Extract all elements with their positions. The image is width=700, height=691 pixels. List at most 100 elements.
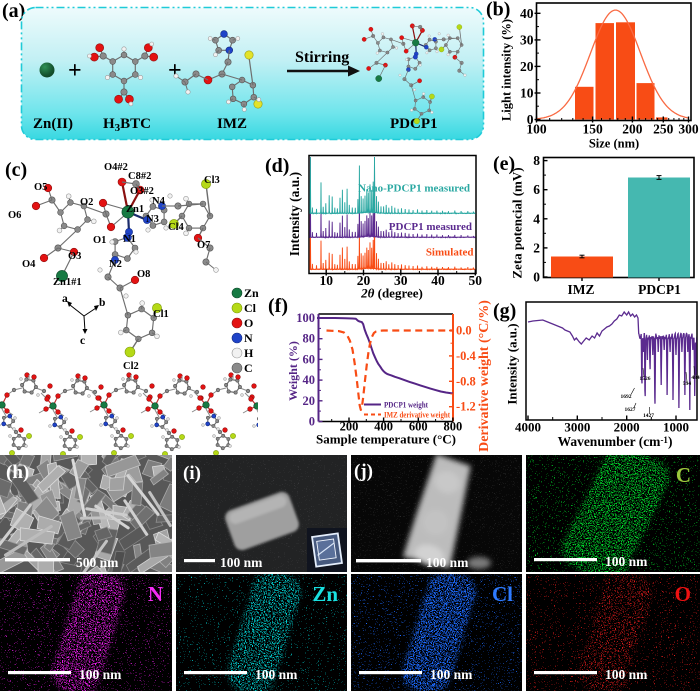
svg-text:(h): (h) xyxy=(6,462,29,483)
svg-text:1427: 1427 xyxy=(643,413,654,419)
svg-text:N4: N4 xyxy=(152,196,166,207)
svg-text:1000: 1000 xyxy=(663,420,689,435)
svg-text:c: c xyxy=(80,335,85,347)
svg-text:PDCP1 measured: PDCP1 measured xyxy=(389,221,472,233)
svg-text:Light intensity (%): Light intensity (%) xyxy=(500,19,514,121)
svg-text:(j): (j) xyxy=(354,461,373,482)
svg-text:PDCP1: PDCP1 xyxy=(390,116,438,132)
svg-text:100 nm: 100 nm xyxy=(255,667,298,682)
svg-text:O7: O7 xyxy=(197,240,210,251)
svg-text:20: 20 xyxy=(357,273,371,288)
svg-text:C: C xyxy=(676,463,691,487)
svg-text:PDCP1 weight: PDCP1 weight xyxy=(384,400,428,410)
svg-text:0: 0 xyxy=(309,415,315,429)
svg-text:O: O xyxy=(244,316,253,330)
svg-text:C: C xyxy=(244,361,253,375)
svg-text:(b): (b) xyxy=(486,0,510,21)
svg-text:(f): (f) xyxy=(268,295,288,317)
svg-text:6: 6 xyxy=(533,182,540,197)
svg-text:Cl: Cl xyxy=(244,301,257,315)
svg-text:100 nm: 100 nm xyxy=(426,555,469,570)
svg-text:4: 4 xyxy=(533,211,540,226)
svg-text:Zn1#1: Zn1#1 xyxy=(53,277,82,288)
svg-text:40: 40 xyxy=(520,6,534,21)
svg-text:Zn: Zn xyxy=(312,582,338,606)
svg-text:Zn: Zn xyxy=(244,286,259,300)
svg-text:(d): (d) xyxy=(265,155,289,177)
svg-text:400: 400 xyxy=(374,420,393,434)
svg-text:100 nm: 100 nm xyxy=(605,667,648,682)
svg-text:-0.4: -0.4 xyxy=(456,349,477,363)
svg-text:+: + xyxy=(68,58,82,84)
svg-text:Zeta potencial (mV): Zeta potencial (mV) xyxy=(510,167,525,278)
svg-text:(i): (i) xyxy=(183,463,201,484)
svg-text:O3: O3 xyxy=(68,251,81,262)
svg-text:O2: O2 xyxy=(80,197,93,208)
svg-text:100: 100 xyxy=(526,122,547,137)
svg-text:Simulated: Simulated xyxy=(426,247,474,259)
svg-text:O5: O5 xyxy=(34,182,47,193)
svg-text:20: 20 xyxy=(303,394,316,408)
svg-text:Sample temperature (°C): Sample temperature (°C) xyxy=(316,432,456,447)
svg-text:Derivative weight (°C/%): Derivative weight (°C/%) xyxy=(477,300,492,452)
svg-text:1627: 1627 xyxy=(625,407,636,413)
svg-text:IMZ derivative weight: IMZ derivative weight xyxy=(384,410,450,420)
svg-text:594: 594 xyxy=(683,381,692,387)
svg-text:0: 0 xyxy=(527,112,534,127)
svg-text:500 nm: 500 nm xyxy=(76,555,119,570)
svg-text:100 nm: 100 nm xyxy=(605,554,648,569)
svg-text:PDCP1: PDCP1 xyxy=(638,282,681,297)
svg-text:1526: 1526 xyxy=(640,376,651,382)
svg-text:30: 30 xyxy=(520,32,534,47)
svg-text:Zn1: Zn1 xyxy=(126,204,144,215)
svg-text:40: 40 xyxy=(431,273,445,288)
svg-text:Nano-PDCP1 measured: Nano-PDCP1 measured xyxy=(358,183,470,195)
svg-text:(g): (g) xyxy=(493,300,516,322)
svg-text:2000: 2000 xyxy=(614,420,640,435)
svg-text:Zn(II): Zn(II) xyxy=(33,116,73,132)
svg-text:IMZ: IMZ xyxy=(568,282,595,297)
svg-text:600: 600 xyxy=(409,420,428,434)
svg-text:200: 200 xyxy=(622,122,643,137)
svg-text:30: 30 xyxy=(394,273,408,288)
svg-text:250: 250 xyxy=(653,122,674,137)
svg-text:O4#2: O4#2 xyxy=(104,162,128,173)
svg-text:3000: 3000 xyxy=(564,420,590,435)
svg-text:100: 100 xyxy=(296,311,315,325)
svg-text:-0.8: -0.8 xyxy=(456,374,476,388)
svg-text:+: + xyxy=(168,58,182,84)
svg-text:20: 20 xyxy=(520,59,534,74)
svg-text:1692: 1692 xyxy=(621,394,632,400)
svg-text:C8#2: C8#2 xyxy=(128,171,151,182)
svg-text:O8: O8 xyxy=(137,269,150,280)
svg-text:a: a xyxy=(62,293,68,305)
svg-text:-1.2: -1.2 xyxy=(456,400,476,414)
svg-text:8: 8 xyxy=(533,153,540,168)
svg-text:Cl2: Cl2 xyxy=(123,361,139,372)
svg-text:100 nm: 100 nm xyxy=(430,667,473,682)
svg-text:2θ (degree): 2θ (degree) xyxy=(360,286,423,301)
svg-text:0.0: 0.0 xyxy=(456,324,472,338)
svg-text:Size (nm): Size (nm) xyxy=(589,137,639,151)
svg-text:O: O xyxy=(675,582,691,606)
svg-text:40: 40 xyxy=(303,373,316,387)
svg-text:10: 10 xyxy=(319,273,333,288)
svg-text:Intensity (a.u.): Intensity (a.u.) xyxy=(287,172,302,256)
svg-text:Wavenumber (cm-1): Wavenumber (cm-1) xyxy=(558,434,673,449)
svg-text:O1: O1 xyxy=(93,235,106,246)
svg-text:300: 300 xyxy=(678,122,699,137)
svg-text:60: 60 xyxy=(303,352,316,366)
svg-text:800: 800 xyxy=(444,420,463,434)
svg-text:100 nm: 100 nm xyxy=(79,667,122,682)
svg-text:N: N xyxy=(244,331,253,345)
svg-text:(c): (c) xyxy=(5,159,27,181)
svg-text:b: b xyxy=(99,297,105,309)
svg-text:H3BTC: H3BTC xyxy=(103,116,151,134)
svg-text:200: 200 xyxy=(340,420,359,434)
svg-text:N3: N3 xyxy=(146,214,159,225)
svg-text:484: 484 xyxy=(691,375,700,381)
svg-text:50: 50 xyxy=(469,273,483,288)
svg-text:80: 80 xyxy=(303,332,316,346)
svg-text:Cl: Cl xyxy=(492,582,513,606)
svg-text:N1: N1 xyxy=(123,234,136,245)
